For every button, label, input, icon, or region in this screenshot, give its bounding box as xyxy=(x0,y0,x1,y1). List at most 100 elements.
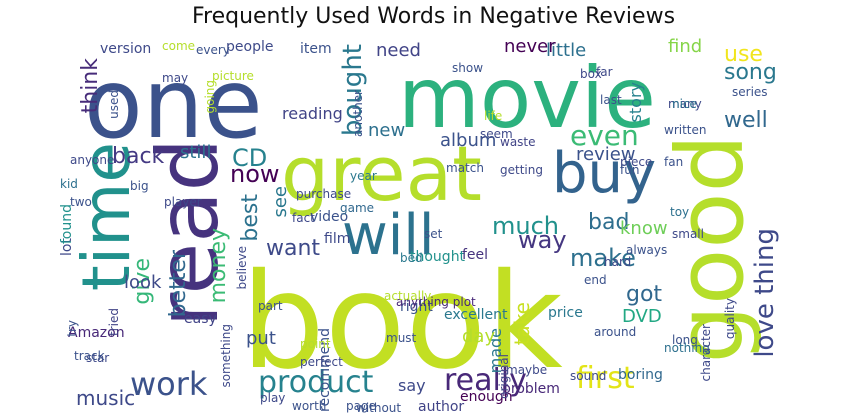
word-now: now xyxy=(230,160,280,188)
word-really: really xyxy=(444,363,527,398)
word-price: price xyxy=(548,305,583,321)
word-track: track xyxy=(74,349,105,363)
word-music: music xyxy=(76,386,136,410)
word-want: want xyxy=(266,236,321,261)
word-back: back xyxy=(112,144,165,169)
word-around: around xyxy=(594,325,637,339)
word-much: much xyxy=(492,212,559,240)
word-feel: feel xyxy=(462,247,489,263)
word-version: version xyxy=(100,41,152,57)
word-problem: problem xyxy=(502,381,560,397)
word-play: play xyxy=(260,391,286,405)
word-big: big xyxy=(130,179,149,193)
word-always: always xyxy=(626,243,668,257)
word-show: show xyxy=(452,61,484,75)
word-day: day xyxy=(462,326,496,347)
word-product: product xyxy=(258,365,374,400)
word-waste: waste xyxy=(500,135,536,149)
word-nice: nice xyxy=(672,97,697,111)
word-page: page xyxy=(346,399,376,413)
word-boring: boring xyxy=(618,367,663,383)
word-video: video xyxy=(310,209,349,225)
word-first: first xyxy=(576,361,635,396)
word-never: never xyxy=(504,36,556,57)
word-every: every xyxy=(196,43,230,57)
word-still: still xyxy=(180,142,212,163)
word-try: try xyxy=(65,320,79,337)
word-without: without xyxy=(356,401,402,415)
word-fan: fan xyxy=(664,155,684,169)
word-game: game xyxy=(340,201,375,215)
word-think: think xyxy=(78,58,103,114)
word-way: way xyxy=(518,226,567,254)
word-story: story xyxy=(626,82,645,123)
word-must: must xyxy=(386,331,417,345)
word-right: right xyxy=(400,299,433,315)
word-character: character xyxy=(699,324,713,382)
word-star: star xyxy=(86,351,110,365)
word-better: better xyxy=(166,250,191,318)
word-one: one xyxy=(84,48,263,160)
word-easy: easy xyxy=(184,311,217,327)
word-bad: bad xyxy=(588,210,630,235)
word-work: work xyxy=(130,365,208,403)
word-little: little xyxy=(546,40,587,61)
word-original: original xyxy=(497,354,511,399)
word-another: another xyxy=(351,90,365,137)
word-fun: fun xyxy=(620,163,640,177)
word-anyone: anyone xyxy=(70,153,115,167)
word-review: review xyxy=(576,144,636,165)
word-money: money xyxy=(206,228,231,304)
word-say: say xyxy=(398,376,426,395)
word-find: find xyxy=(668,36,703,57)
word-well: well xyxy=(724,108,768,133)
word-getting: getting xyxy=(500,163,543,177)
word-kid: kid xyxy=(60,177,78,191)
word-last: last xyxy=(600,93,622,107)
word-player: player xyxy=(164,195,202,209)
word-come: come xyxy=(162,39,196,53)
word-series: series xyxy=(732,85,768,99)
word-use: use xyxy=(724,42,763,67)
word-hard: hard xyxy=(604,255,632,269)
word-amazon: Amazon xyxy=(68,325,125,341)
word-picture: picture xyxy=(212,69,254,83)
word-set: set xyxy=(424,227,443,241)
word-cd: CD xyxy=(232,144,268,172)
word-found: found xyxy=(59,204,75,245)
word-life: life xyxy=(484,109,503,123)
word-dvd: DVD xyxy=(622,306,662,327)
word-best: best xyxy=(238,194,263,242)
word-reading: reading xyxy=(282,104,343,123)
word-written: written xyxy=(664,123,707,137)
word-purchase: purchase xyxy=(296,187,352,201)
word-maybe: maybe xyxy=(506,363,548,377)
word-point: point xyxy=(300,337,331,351)
word-movie: movie xyxy=(398,49,656,147)
word-seem: seem xyxy=(480,127,513,141)
word-end: end xyxy=(584,273,607,287)
word-will: will xyxy=(342,203,435,268)
word-small: small xyxy=(672,227,704,241)
word-make: make xyxy=(570,244,636,272)
word-buy: buy xyxy=(552,141,657,206)
word-cloud: book movie one great good read time will buy work… xyxy=(59,36,807,415)
word-sound: sound xyxy=(570,369,607,383)
word-believe: believe xyxy=(235,246,249,290)
word-box: box xyxy=(580,67,602,81)
word-love-thing: love thing xyxy=(750,228,780,358)
word-many: many xyxy=(668,97,702,111)
word-fact: fact xyxy=(292,211,315,225)
word-know: know xyxy=(620,218,668,239)
word-album: album xyxy=(440,130,497,151)
word-look: look xyxy=(124,272,162,293)
word-see: see xyxy=(270,186,291,218)
word-nothing: nothing xyxy=(664,341,710,355)
word-new: new xyxy=(368,120,406,141)
word-take: take xyxy=(510,302,534,346)
word-got: got xyxy=(626,282,663,307)
word-tried: tried xyxy=(107,308,121,336)
word-people: people xyxy=(226,39,274,55)
word-year: year xyxy=(350,169,377,183)
word-bed: bed xyxy=(400,251,423,265)
